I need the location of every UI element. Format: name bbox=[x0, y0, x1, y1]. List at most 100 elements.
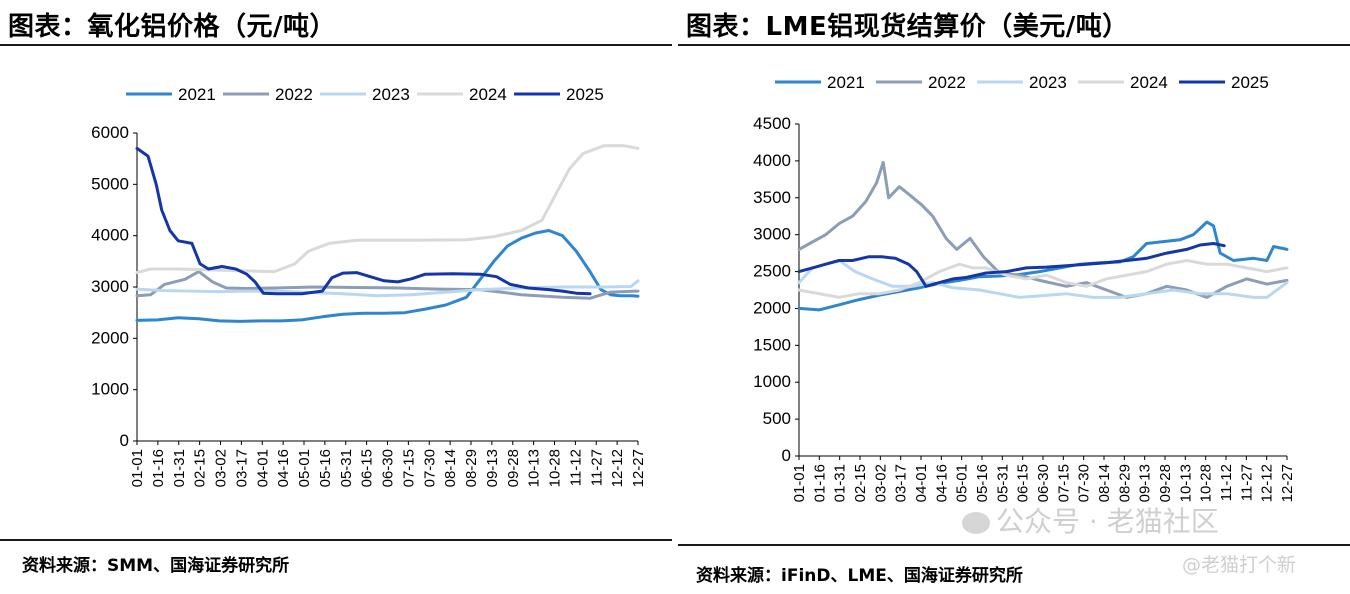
left-x-tick-label: 12-12 bbox=[609, 449, 626, 487]
left-x-tick-label: 11-12 bbox=[567, 449, 584, 486]
left-x-tick-label: 04-01 bbox=[254, 449, 271, 487]
right-y-tick-label: 500 bbox=[763, 409, 791, 428]
left-x-tick-label: 10-28 bbox=[547, 449, 564, 487]
right-x-tick-label: 02-15 bbox=[852, 464, 869, 502]
left-legend-label-2021: 2021 bbox=[178, 85, 216, 104]
right-legend-label-2022: 2022 bbox=[928, 73, 966, 92]
right-x-tick-label: 03-02 bbox=[872, 464, 889, 502]
left-x-tick-label: 09-13 bbox=[484, 449, 501, 487]
right-y-tick-label: 1500 bbox=[753, 335, 791, 354]
right-series-2023-line bbox=[797, 259, 1289, 299]
right-legend-label-2021: 2021 bbox=[827, 73, 865, 92]
left-y-tick-label: 1000 bbox=[91, 380, 129, 399]
right-x-tick-label: 04-01 bbox=[913, 464, 930, 502]
left-y-tick-label: 6000 bbox=[91, 123, 129, 142]
alumina-price-panel: 图表：氧化铝价格（元/吨） 0 1000 2000 3000 4000 5000 6000 0… bbox=[0, 0, 672, 594]
left-x-tick-label: 01-01 bbox=[129, 449, 146, 487]
right-y-tick-label: 2500 bbox=[753, 262, 791, 281]
right-x-tick-label: 07-15 bbox=[1055, 464, 1072, 502]
right-x-tick-label: 11-27 bbox=[1238, 464, 1255, 501]
right-legend-label-2025: 2025 bbox=[1231, 73, 1269, 92]
right-x-tick-label: 12-12 bbox=[1259, 464, 1276, 502]
left-x-tick-label: 10-13 bbox=[526, 449, 543, 487]
right-x-tick-label: 03-17 bbox=[893, 464, 910, 502]
left-x-tick-label: 07-30 bbox=[421, 449, 438, 487]
left-y-tick-label: 0 bbox=[120, 431, 129, 450]
watermark-line-2: @老猫打个新 bbox=[1182, 554, 1297, 576]
left-x-tick-label: 03-02 bbox=[213, 449, 230, 487]
right-x-tick-label: 11-12 bbox=[1218, 464, 1235, 501]
right-legend-label-2023: 2023 bbox=[1029, 73, 1067, 92]
right-title-rule bbox=[678, 44, 1350, 46]
left-legend-label-2024: 2024 bbox=[469, 85, 507, 104]
right-x-tick-label: 10-13 bbox=[1177, 464, 1194, 502]
alumina-price-chart: 0 1000 2000 3000 4000 5000 6000 01-01 01-16 01-31… bbox=[91, 85, 647, 487]
right-x-tick-label: 06-30 bbox=[1035, 464, 1052, 502]
left-series-2023-line bbox=[135, 279, 640, 298]
left-chart-title: 图表：氧化铝价格（元/吨） bbox=[8, 12, 336, 42]
right-y-tick-label: 2000 bbox=[753, 298, 791, 317]
right-y-tick-label: 3000 bbox=[753, 225, 791, 244]
right-x-tick-label: 08-29 bbox=[1116, 464, 1133, 502]
left-x-tick-label: 01-31 bbox=[171, 449, 188, 487]
right-source-note: 资料来源：iFinD、LME、国海证券研究所 bbox=[696, 566, 1023, 586]
right-x-tick-label: 05-16 bbox=[974, 464, 991, 502]
left-source-rule bbox=[0, 539, 672, 541]
right-x-tick-label: 07-30 bbox=[1076, 464, 1093, 502]
left-legend-label-2023: 2023 bbox=[372, 85, 410, 104]
right-chart-title: 图表：LME铝现货结算价（美元/吨） bbox=[686, 12, 1129, 42]
left-legend-label-2025: 2025 bbox=[566, 85, 604, 104]
right-y-tick-label: 0 bbox=[782, 446, 791, 465]
left-series-2021-line bbox=[135, 229, 640, 323]
left-legend-label-2022: 2022 bbox=[275, 85, 313, 104]
left-x-tick-label: 08-14 bbox=[442, 449, 459, 487]
left-y-tick-label: 5000 bbox=[91, 174, 129, 193]
right-series-2024-line bbox=[797, 259, 1289, 299]
left-x-tick-label: 06-15 bbox=[359, 449, 376, 487]
right-x-tick-label: 09-13 bbox=[1137, 464, 1154, 502]
right-y-tick-label: 4500 bbox=[753, 114, 791, 133]
lme-aluminum-panel: 图表：LME铝现货结算价（美元/吨） 0 500 1000 1500 2000 2500 3… bbox=[678, 0, 1350, 594]
right-source-rule bbox=[678, 544, 1350, 546]
left-x-tick-label: 07-15 bbox=[400, 449, 417, 487]
right-x-tick-label: 04-16 bbox=[933, 464, 950, 502]
right-x-tick-label: 06-15 bbox=[1015, 464, 1032, 502]
right-x-tick-label: 12-27 bbox=[1279, 464, 1296, 502]
right-y-tick-label: 1000 bbox=[753, 372, 791, 391]
right-x-tick-label: 01-01 bbox=[791, 464, 808, 502]
right-x-tick-label: 10-28 bbox=[1198, 464, 1215, 502]
right-x-tick-label: 01-31 bbox=[832, 464, 849, 502]
right-series-2022-line bbox=[797, 160, 1289, 299]
left-x-tick-label: 05-01 bbox=[296, 449, 313, 487]
right-x-tick-label: 05-31 bbox=[994, 464, 1011, 502]
watermark-account-text: 公众号 · 老猫社区 bbox=[996, 505, 1219, 538]
left-x-tick-label: 06-30 bbox=[380, 449, 397, 487]
left-x-tick-label: 02-15 bbox=[192, 449, 209, 487]
right-y-tick-label: 4000 bbox=[753, 151, 791, 170]
left-series-2024-line bbox=[135, 144, 640, 275]
left-x-tick-label: 05-16 bbox=[317, 449, 334, 487]
left-source-note: 资料来源：SMM、国海证券研究所 bbox=[22, 556, 290, 576]
right-legend-label-2024: 2024 bbox=[1130, 73, 1168, 92]
left-y-tick-label: 4000 bbox=[91, 226, 129, 245]
watermark-line-1: 公众号 · 老猫社区 bbox=[962, 500, 1219, 540]
left-x-tick-label: 12-27 bbox=[630, 449, 647, 487]
left-x-tick-label: 09-28 bbox=[505, 449, 522, 487]
right-x-tick-label: 08-14 bbox=[1096, 464, 1113, 502]
right-x-tick-label: 01-16 bbox=[811, 464, 828, 502]
left-y-tick-label: 2000 bbox=[91, 328, 129, 347]
left-x-tick-label: 11-27 bbox=[588, 449, 605, 486]
left-y-tick-label: 3000 bbox=[91, 277, 129, 296]
left-title-rule bbox=[0, 44, 672, 46]
left-x-tick-label: 08-29 bbox=[463, 449, 480, 487]
left-x-tick-label: 03-17 bbox=[233, 449, 250, 487]
left-series-2022-line bbox=[135, 270, 640, 300]
right-x-tick-label: 09-28 bbox=[1157, 464, 1174, 502]
right-x-tick-label: 05-01 bbox=[954, 464, 971, 502]
left-x-tick-label: 04-16 bbox=[275, 449, 292, 487]
lme-aluminum-chart: 0 500 1000 1500 2000 2500 3000 3500 4000 4500 01-0… bbox=[753, 73, 1296, 502]
left-series-2025-line bbox=[135, 146, 592, 296]
right-series-2025-line bbox=[797, 242, 1226, 288]
left-x-tick-label: 01-16 bbox=[150, 449, 167, 487]
left-x-tick-label: 05-31 bbox=[338, 449, 355, 487]
